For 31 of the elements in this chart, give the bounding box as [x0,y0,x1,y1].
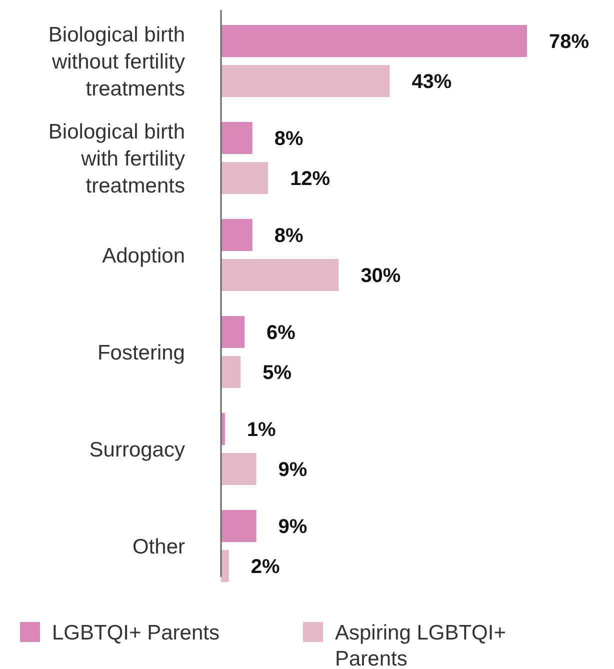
y-tick-label: Surrogacy [89,438,186,462]
data-label: 8% [274,225,304,247]
y-tick-label: Fostering [97,341,185,364]
data-label: 2% [250,556,280,578]
bar [221,356,241,388]
bar [221,162,268,194]
bar [221,259,339,291]
data-label: 12% [290,168,330,190]
bar [221,316,245,348]
legend-label: Aspiring LGBTQI+ Parents [335,621,506,669]
bar [221,510,256,542]
bar [221,65,390,97]
bar [221,25,527,57]
y-tick-label: Biological birth without fertility treatments [48,23,186,100]
bar [221,453,256,485]
y-tick-label: Other [132,535,185,558]
data-label: 5% [262,362,292,384]
data-label: 78% [549,31,590,53]
bar [221,550,229,582]
bar [221,122,252,154]
bar [221,219,252,251]
data-label: 8% [274,128,304,150]
data-label: 6% [266,322,296,344]
data-label: 1% [246,419,276,441]
data-label: 43% [412,71,452,93]
y-tick-label: Adoption [102,244,185,268]
data-label: 30% [360,265,401,287]
data-label: 9% [278,459,308,481]
data-label: 9% [278,516,308,538]
legend-label: LGBTQI+ Parents [52,621,220,644]
y-tick-label: Biological birth with fertility treatments [48,120,186,198]
